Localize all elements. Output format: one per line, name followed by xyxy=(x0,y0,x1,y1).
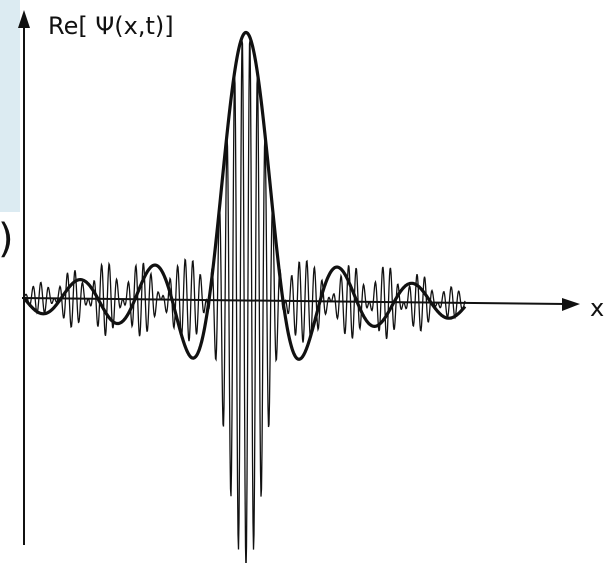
y-arrow xyxy=(18,10,30,28)
y-axis-label: Re[ Ψ(x,t)] xyxy=(48,12,174,40)
edge-mark: ) xyxy=(0,216,14,262)
side-band xyxy=(0,0,20,212)
x-axis-label: x xyxy=(590,294,604,322)
envelope-wave xyxy=(22,30,467,361)
carrier-wave xyxy=(23,40,466,563)
x-arrow xyxy=(562,298,580,311)
